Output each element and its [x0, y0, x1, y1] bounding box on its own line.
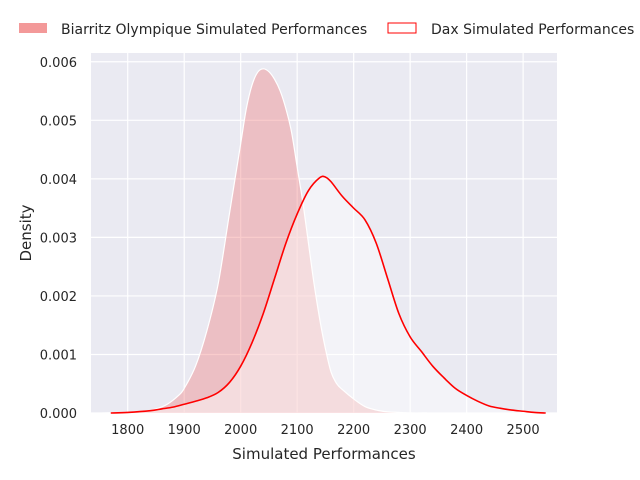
y-axis-title: Density — [17, 204, 35, 261]
x-axis-title: Simulated Performances — [232, 445, 416, 463]
series-line-dax — [110, 175, 546, 414]
y-tick-label: 0.001 — [40, 348, 77, 363]
x-tick-label: 2100 — [281, 423, 314, 438]
legend-swatch-biarritz — [19, 23, 47, 33]
series-area-biarritz — [102, 68, 428, 414]
y-tick-label: 0.005 — [40, 114, 77, 129]
series-layer — [102, 68, 546, 414]
x-tick-label: 2400 — [450, 423, 483, 438]
grid — [91, 53, 557, 414]
x-tick-label: 1800 — [111, 423, 144, 438]
plot-area — [91, 53, 557, 413]
series-outline-biarritz — [102, 68, 428, 414]
legend: Biarritz Olympique Simulated Performance… — [19, 22, 634, 38]
x-tick-label: 2300 — [394, 423, 427, 438]
legend-swatch-dax — [387, 22, 417, 34]
legend-label-biarritz: Biarritz Olympique Simulated Performance… — [61, 22, 367, 38]
x-tick-label: 1900 — [168, 423, 201, 438]
y-tick-label: 0.003 — [40, 231, 77, 246]
x-tick-label: 2200 — [337, 423, 370, 438]
x-tick-label: 2000 — [224, 423, 257, 438]
y-tick-label: 0.004 — [40, 173, 77, 188]
y-tick-label: 0.000 — [40, 407, 77, 422]
x-axis-ticks: 1800 1900 2000 2100 2200 2300 2400 2500 — [111, 423, 539, 438]
y-tick-label: 0.002 — [40, 290, 77, 305]
x-tick-label: 2500 — [507, 423, 540, 438]
y-axis-ticks: 0.000 0.001 0.002 0.003 0.004 0.005 0.006 — [40, 56, 77, 422]
y-tick-label: 0.006 — [40, 56, 77, 71]
legend-label-dax: Dax Simulated Performances — [431, 22, 634, 38]
series-fill-dax — [110, 176, 546, 413]
